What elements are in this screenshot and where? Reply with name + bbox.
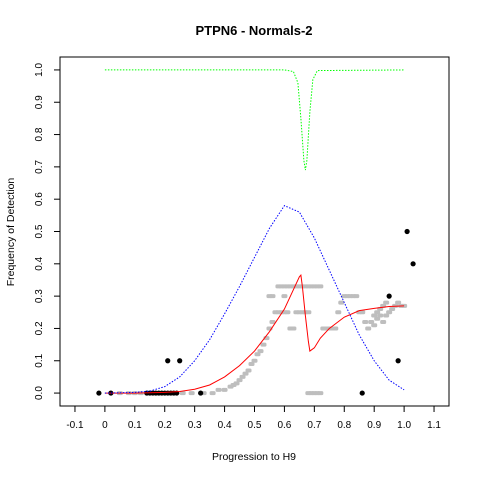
data-point-gray: [251, 358, 258, 363]
x-tick-label: 0.8: [337, 420, 351, 431]
y-tick-label: 0.2: [34, 321, 45, 335]
data-point-gray: [371, 323, 378, 328]
data-point-gray: [254, 352, 261, 357]
data-point-gray: [383, 313, 390, 318]
data-point-gray: [305, 310, 312, 315]
y-tick-label: 0.5: [34, 224, 45, 238]
data-point-gray: [248, 361, 255, 366]
data-point-gray: [377, 313, 384, 318]
x-tick-label: 0.7: [307, 420, 321, 431]
x-axis-label: Progression to H9: [212, 451, 296, 463]
data-point-gray: [386, 310, 393, 315]
data-point-gray: [215, 387, 222, 392]
data-point-gray: [242, 371, 249, 376]
y-tick-label: 1.0: [34, 63, 45, 77]
data-point-gray: [260, 342, 267, 347]
data-point-gray: [317, 284, 324, 289]
data-point-gray: [269, 294, 276, 299]
data-point-gray: [338, 300, 345, 305]
y-tick-label: 0.3: [34, 289, 45, 303]
data-point-gray: [239, 374, 246, 379]
data-point-gray: [365, 326, 372, 331]
data-point: [96, 390, 102, 396]
data-point-gray: [335, 310, 342, 315]
x-axis: -0.1 0 0.1 0.2 0.3 0.4 0.5 0.6 0.7 0.8 0.9 1.0 1.1: [66, 406, 441, 431]
x-tick-label: 1.1: [427, 420, 441, 431]
x-tick-label: 0.3: [188, 420, 202, 431]
data-point-gray: [209, 391, 216, 396]
data-point-gray: [353, 294, 360, 299]
data-point-gray: [281, 284, 288, 289]
y-tick-label: 0.0: [34, 386, 45, 400]
data-point-gray: [188, 391, 195, 396]
data-point: [359, 390, 365, 396]
y-tick-label: 0.8: [34, 127, 45, 141]
y-axis-label: Frequency of Detection: [5, 178, 17, 287]
data-point-gray: [317, 391, 324, 396]
y-tick-label: 0.9: [34, 95, 45, 109]
data-point-gray: [233, 381, 240, 386]
data-point-gray: [362, 319, 369, 324]
x-tick-label: 1.0: [397, 420, 411, 431]
x-tick-label: 0.5: [248, 420, 262, 431]
data-point-gray: [395, 300, 402, 305]
x-tick-label: 0.1: [128, 420, 142, 431]
y-tick-label: 0.1: [34, 353, 45, 367]
data-point: [165, 358, 171, 364]
data-point-gray: [371, 313, 378, 318]
data-point-gray: [281, 294, 288, 299]
data-point-gray: [383, 300, 390, 305]
data-point-gray: [389, 307, 396, 312]
x-tick-label: -0.1: [66, 420, 84, 431]
data-point-gray: [284, 310, 291, 315]
data-point-gray: [245, 368, 252, 373]
data-point: [198, 390, 204, 396]
data-point: [410, 261, 416, 267]
data-point-gray: [221, 387, 228, 392]
data-point: [177, 358, 183, 364]
y-tick-label: 0.4: [34, 256, 45, 270]
data-point-gray: [359, 310, 366, 315]
data-point: [404, 228, 410, 235]
series-line-solid: [104, 274, 405, 394]
x-tick-label: 0.6: [277, 420, 291, 431]
chart-title: PTPN6 - Normals-2: [195, 23, 312, 38]
data-point-gray: [332, 326, 339, 331]
y-tick-label: 0.7: [34, 159, 45, 173]
data-point-gray: [380, 319, 387, 324]
data-point-gray: [374, 316, 381, 321]
x-tick-label: 0.9: [367, 420, 381, 431]
data-point-gray: [368, 319, 375, 324]
series-line-dotted: [104, 69, 405, 171]
data-point-gray: [290, 326, 297, 331]
y-tick-label: 0.6: [34, 192, 45, 206]
x-tick-label: 0: [102, 420, 108, 431]
data-point-gray: [374, 310, 381, 315]
x-tick-label: 0.2: [158, 420, 172, 431]
data-point: [395, 358, 401, 364]
data-point-gray: [269, 319, 276, 324]
data-point: [386, 293, 392, 299]
data-point-gray: [257, 349, 264, 354]
series-line-dotted: [104, 205, 405, 394]
data-point-gray: [236, 378, 243, 383]
y-axis: 0.0 0.1 0.2 0.3 0.4 0.5 0.6 0.7 0.8 0.9 1.0: [34, 63, 60, 400]
series-layer: [96, 69, 416, 396]
data-point-gray: [179, 391, 186, 396]
x-tick-label: 0.4: [218, 420, 232, 431]
